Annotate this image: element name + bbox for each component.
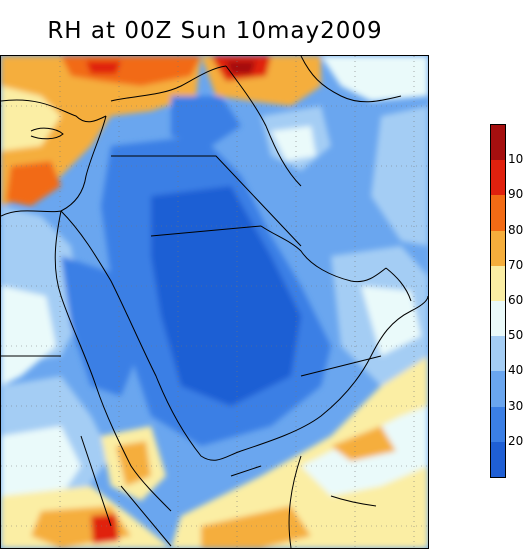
color-scale-segment <box>491 406 505 442</box>
color-scale-label: 80 <box>508 222 524 237</box>
map-gridlines <box>1 56 428 548</box>
color-scale-segment <box>491 371 505 407</box>
color-scale-label: 30 <box>508 398 524 413</box>
color-scale-segment <box>491 301 505 337</box>
color-scale-label: 60 <box>508 293 524 307</box>
color-scale-label: 20 <box>508 433 524 448</box>
relative-humidity-map <box>1 56 428 548</box>
color-scale-segment <box>491 125 505 161</box>
color-scale-segment <box>491 265 505 301</box>
color-scale-label: 50 <box>508 328 524 343</box>
color-scale-segment <box>491 195 505 231</box>
color-scale-label: 40 <box>508 363 524 378</box>
map-title: RH at 00Z Sun 10may2009 <box>47 18 383 44</box>
color-scale-label: 90 <box>508 187 524 202</box>
color-scale-label: 10 <box>508 152 524 167</box>
rh-contour-fills <box>1 56 428 548</box>
map-panel <box>0 55 429 549</box>
color-scale-segment <box>491 230 505 266</box>
color-scale-bar <box>490 124 506 478</box>
color-scale-segment <box>491 441 505 477</box>
color-scale-segment <box>491 160 505 196</box>
color-scale-segment <box>491 336 505 372</box>
coastlines-and-borders <box>1 56 428 548</box>
color-scale-label: 70 <box>508 257 524 272</box>
